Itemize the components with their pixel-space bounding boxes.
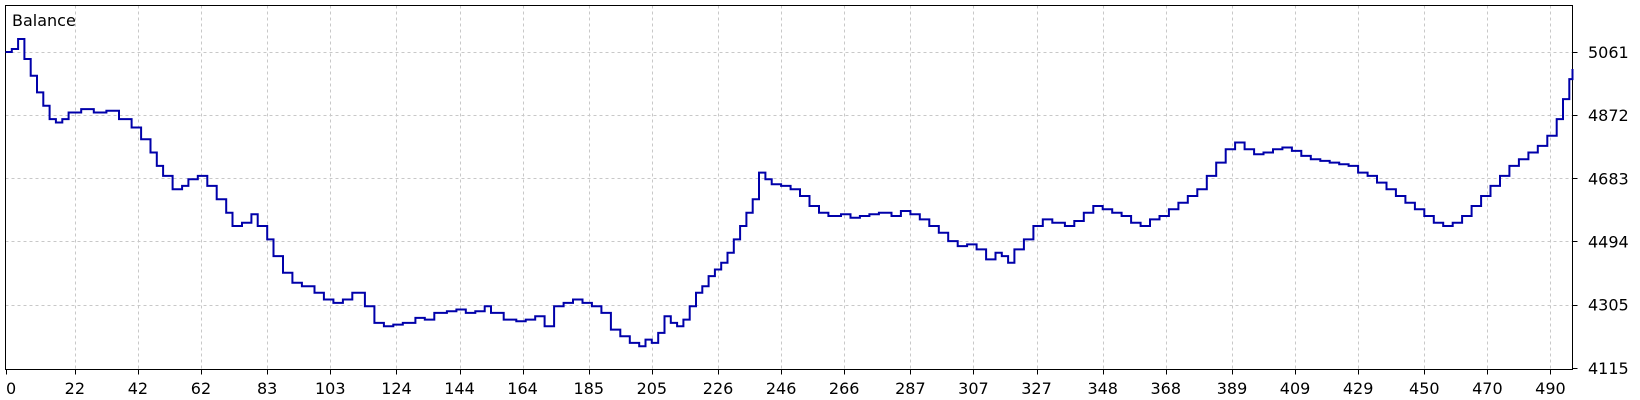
x-tick-label: 103	[315, 379, 346, 398]
x-tick-label: 450	[1409, 379, 1440, 398]
x-tick-label: 287	[895, 379, 926, 398]
chart-title: Balance	[12, 11, 76, 30]
y-axis-ticks: 5061 4872 4683 4494 4305 4115	[1572, 43, 1629, 378]
x-tick-label: 226	[703, 379, 734, 398]
x-tick-label: 0	[6, 379, 16, 398]
x-tick-label: 144	[444, 379, 475, 398]
x-tick-label: 470	[1472, 379, 1503, 398]
y-tick-label: 4683	[1588, 169, 1629, 188]
series-layer	[5, 38, 1574, 348]
x-tick-label: 348	[1087, 379, 1118, 398]
y-tick-label: 4305	[1588, 296, 1629, 315]
y-tick-label: 4115	[1588, 359, 1629, 378]
x-tick-label: 266	[829, 379, 860, 398]
x-tick-label: 409	[1280, 379, 1311, 398]
x-tick-label: 327	[1021, 379, 1052, 398]
x-tick-label: 185	[574, 379, 605, 398]
x-tick-label: 22	[65, 379, 85, 398]
x-tick-label: 389	[1217, 379, 1248, 398]
grid-lines	[5, 5, 1573, 370]
x-tick-label: 164	[507, 379, 538, 398]
x-tick-label: 368	[1151, 379, 1182, 398]
x-tick-label: 307	[958, 379, 989, 398]
x-tick-label: 246	[766, 379, 797, 398]
balance-series-line	[5, 38, 1574, 348]
y-tick-label: 4872	[1588, 106, 1629, 125]
y-tick-label: 4494	[1588, 232, 1629, 251]
x-tick-label: 42	[128, 379, 148, 398]
x-tick-label: 124	[381, 379, 412, 398]
x-tick-label: 429	[1343, 379, 1374, 398]
x-tick-label: 62	[191, 379, 211, 398]
x-tick-label: 205	[637, 379, 668, 398]
x-tick-label: 490	[1535, 379, 1566, 398]
x-axis-ticks: 0 22 42 62 83 103 124 144 164 185 205 226 246 266 287 3…	[6, 369, 1566, 398]
plot-area-border	[5, 5, 1573, 370]
x-tick-label: 83	[257, 379, 277, 398]
y-tick-label: 5061	[1588, 43, 1629, 62]
